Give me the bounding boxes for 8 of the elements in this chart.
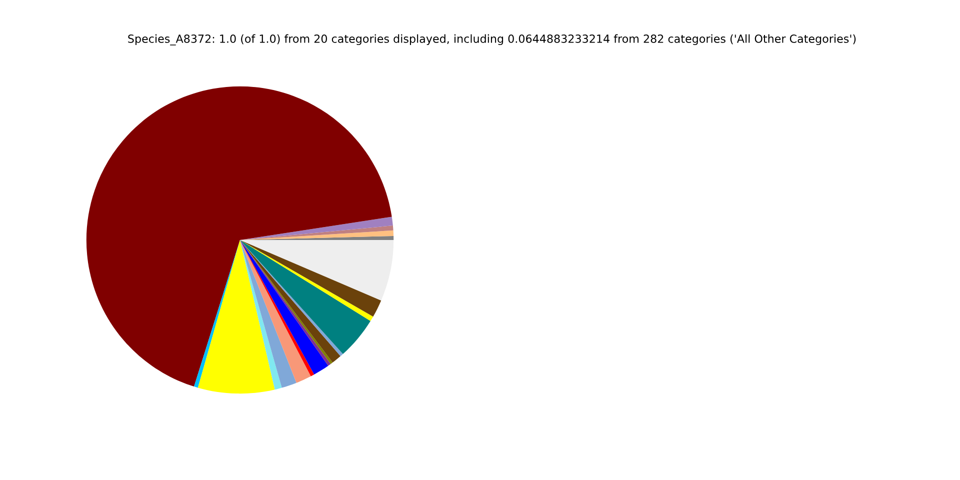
pie-slice	[240, 216, 393, 240]
pie-slice	[86, 86, 392, 387]
text: Species_A8372: 1.0 (of 1.0) from 20 categories displayed, including 0.0644883233214 from 282 categories ('All Other Categories')	[128, 34, 856, 46]
pie-slice	[198, 240, 275, 394]
pie-slice	[240, 240, 394, 301]
pie-slice	[240, 226, 394, 240]
pie-slice	[240, 240, 371, 354]
pie-slice	[240, 240, 282, 390]
